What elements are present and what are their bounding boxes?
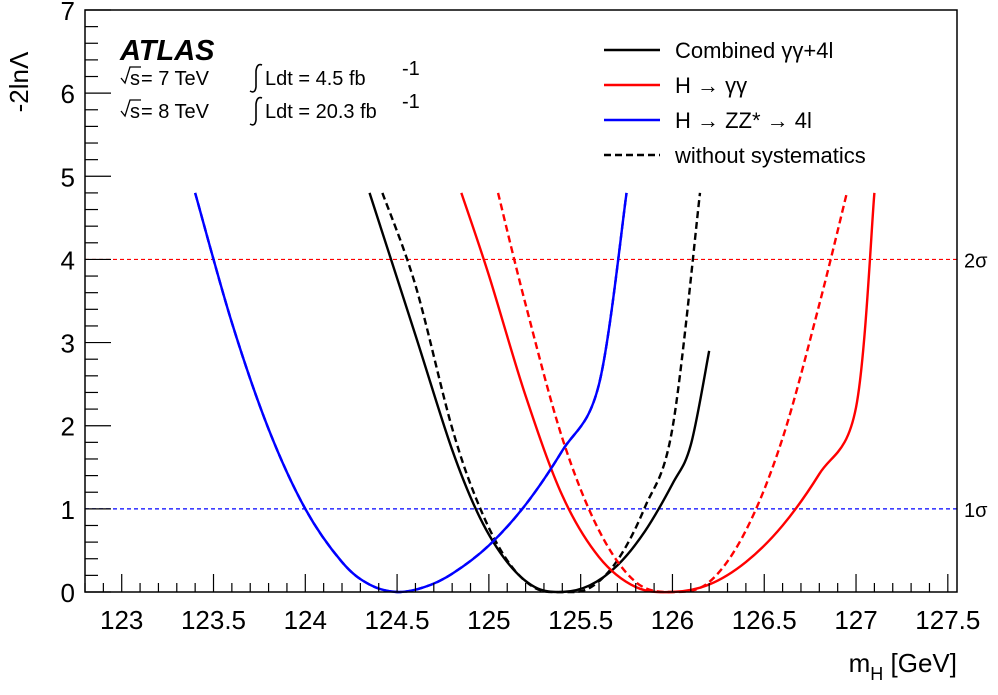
y-tick-label: 4: [61, 245, 75, 275]
sqrt-arg: s: [130, 68, 140, 90]
x-tick-label: 126.5: [732, 605, 797, 635]
legend: Combined γγ+4l H → γγ H → ZZ* → 4l without …: [604, 38, 866, 168]
integral-text: Ldt = 20.3 fb: [265, 101, 377, 123]
y-tick-label: 1: [61, 495, 75, 525]
energy-text: = 7 TeV: [141, 68, 210, 90]
y-tick-label: 3: [61, 329, 75, 359]
integral-sup: -1: [402, 91, 420, 113]
x-title-m: m: [849, 648, 871, 678]
x-tick-label: 123: [100, 605, 143, 635]
energy-info-line-1: s = 7 TeV Ldt = 4.5 fb -1: [120, 58, 420, 93]
integral-symbol: [249, 96, 263, 126]
integral-text: Ldt = 4.5 fb: [265, 68, 366, 90]
x-tick-label: 127.5: [915, 605, 980, 635]
sigma-label: 1σ: [964, 500, 988, 522]
y-axis-title: -2lnΛ: [4, 51, 34, 112]
integral-sup: -1: [402, 58, 420, 80]
y-axis: 0 1 2 3 4 5 6 7: [61, 0, 111, 608]
energy-info-line-2: s = 8 TeV Ldt = 20.3 fb -1: [120, 91, 420, 126]
y-tick-label: 2: [61, 412, 75, 442]
legend-label: H → ZZ* → 4l: [675, 108, 812, 133]
sqrt-arg: s: [130, 101, 140, 123]
x-tick-label: 127: [834, 605, 877, 635]
x-axis-title: mH [GeV]: [849, 648, 957, 684]
energy-text: = 8 TeV: [141, 101, 210, 123]
legend-label: Combined γγ+4l: [675, 38, 833, 63]
sqrt-symbol: [120, 99, 141, 118]
sigma-label: 2σ: [964, 250, 988, 272]
integral-symbol: [249, 63, 263, 93]
atlas-label: ATLAS: [119, 35, 215, 67]
x-tick-label: 125: [467, 605, 510, 635]
x-tick-label: 123.5: [181, 605, 246, 635]
sqrt-symbol: [120, 66, 141, 85]
legend-label: H → γγ: [675, 73, 747, 98]
x-title-sub: H: [870, 664, 883, 684]
x-tick-label: 125.5: [548, 605, 613, 635]
x-title-rest: [GeV]: [883, 648, 957, 678]
legend-label: without systematics: [674, 143, 866, 168]
y-tick-label: 7: [61, 0, 75, 26]
series-line: [193, 192, 628, 594]
y-tick-label: 5: [61, 162, 75, 192]
plot-frame: [84, 9, 958, 593]
y-tick-label: 6: [61, 79, 75, 109]
x-tick-label: 124.5: [365, 605, 430, 635]
x-axis: 123 123.5 124 124.5 125 125.5 126 126.5 127 127.5: [84, 574, 980, 635]
x-tick-label: 124: [284, 605, 327, 635]
y-tick-label: 0: [61, 578, 75, 608]
x-tick-label: 126: [651, 605, 694, 635]
sigma-labels: 2σ 1σ: [964, 250, 988, 521]
